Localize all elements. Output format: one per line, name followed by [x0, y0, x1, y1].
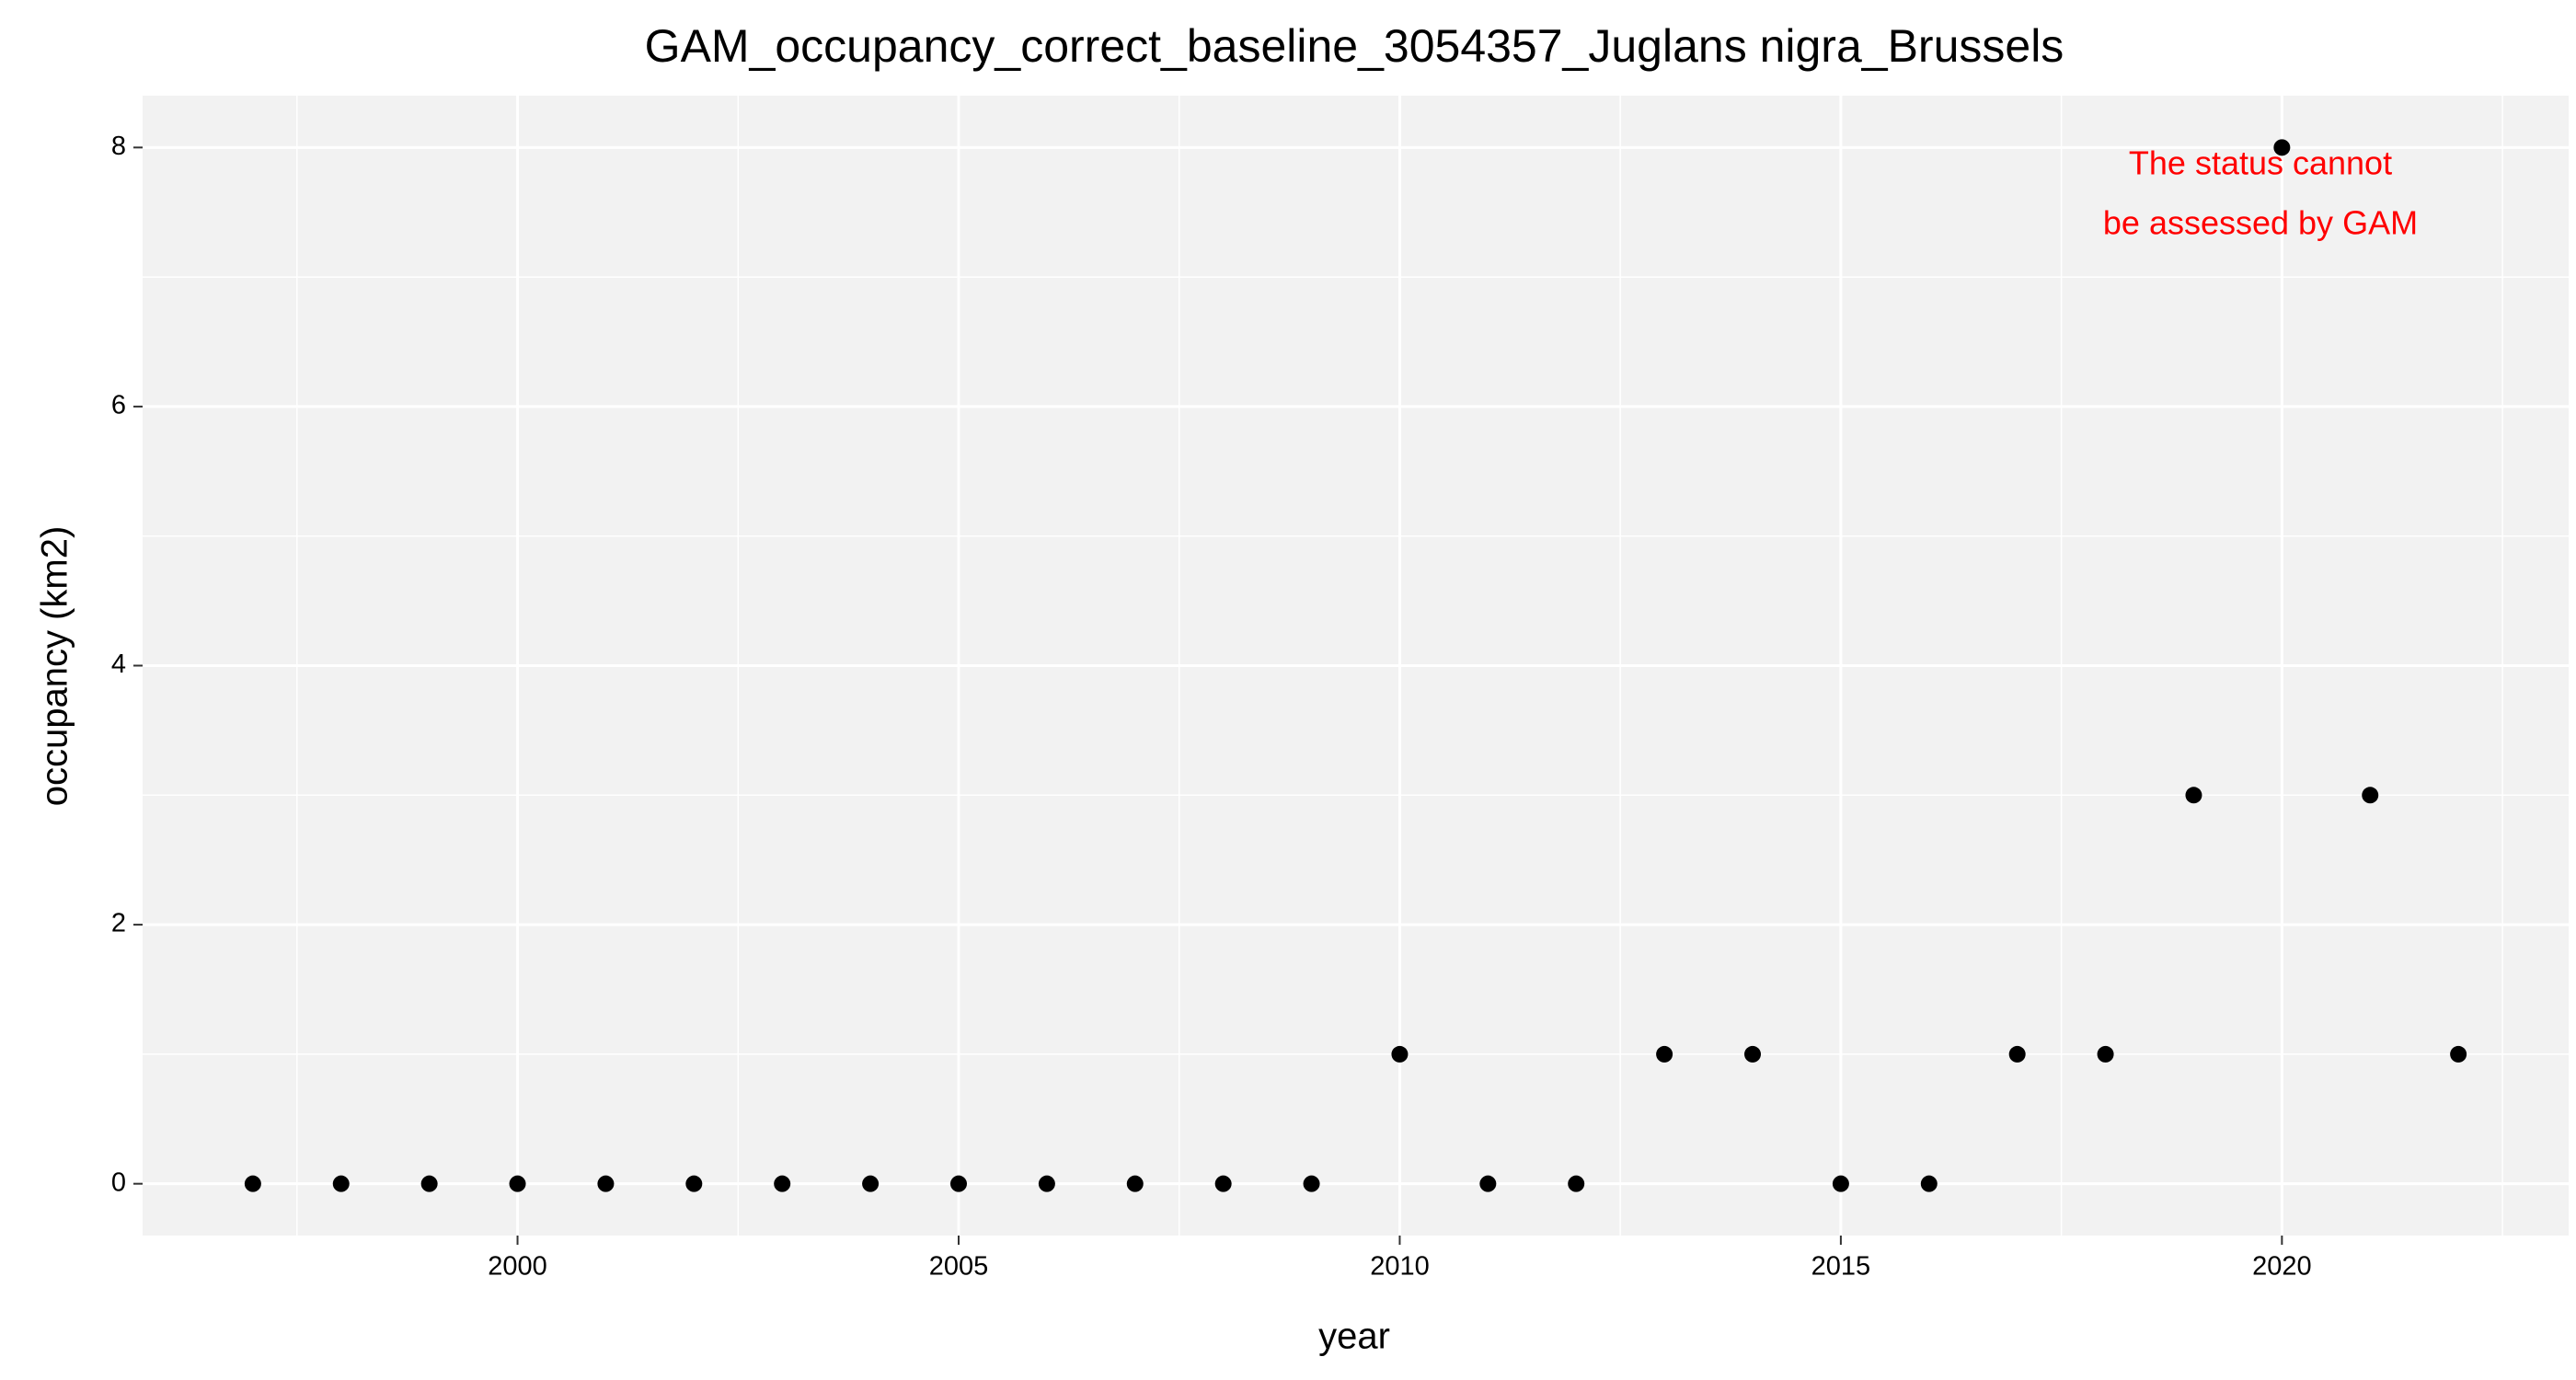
- chart-title: GAM_occupancy_correct_baseline_3054357_J…: [645, 20, 2064, 72]
- point: [1832, 1175, 1849, 1192]
- point: [1656, 1045, 1673, 1063]
- point: [1920, 1175, 1938, 1192]
- point: [949, 1175, 967, 1192]
- x-tick-label: 2010: [1370, 1252, 1430, 1282]
- point: [862, 1175, 880, 1192]
- point: [2097, 1045, 2114, 1063]
- y-tick-label: 4: [111, 650, 126, 679]
- point: [597, 1175, 615, 1192]
- point: [774, 1175, 791, 1192]
- x-tick-label: 2000: [488, 1252, 547, 1282]
- point: [1214, 1175, 1232, 1192]
- point: [1126, 1175, 1144, 1192]
- y-axis-title: occupancy (km2): [35, 526, 75, 807]
- point: [1303, 1175, 1320, 1192]
- annotation: be assessed by GAM: [2103, 204, 2418, 242]
- point: [1479, 1175, 1497, 1192]
- point: [244, 1175, 261, 1192]
- point: [1391, 1045, 1409, 1063]
- point: [2008, 1045, 2026, 1063]
- x-axis-title: year: [1318, 1317, 1390, 1357]
- point: [509, 1175, 526, 1192]
- point: [332, 1175, 350, 1192]
- y-tick-label: 8: [111, 132, 126, 161]
- annotation: The status cannot: [2129, 144, 2392, 182]
- point: [1568, 1175, 1585, 1192]
- x-tick-label: 2005: [929, 1252, 989, 1282]
- point: [1744, 1045, 1762, 1063]
- y-tick-label: 0: [111, 1167, 126, 1197]
- point: [2185, 787, 2202, 804]
- point: [420, 1175, 438, 1192]
- point: [685, 1175, 703, 1192]
- y-tick-label: 2: [111, 909, 126, 938]
- x-tick-label: 2020: [2252, 1252, 2312, 1282]
- y-tick-label: 6: [111, 391, 126, 420]
- x-tick-label: 2015: [1811, 1252, 1871, 1282]
- point: [2273, 139, 2291, 156]
- point: [2450, 1045, 2467, 1063]
- point: [1038, 1175, 1055, 1192]
- point: [2362, 787, 2379, 804]
